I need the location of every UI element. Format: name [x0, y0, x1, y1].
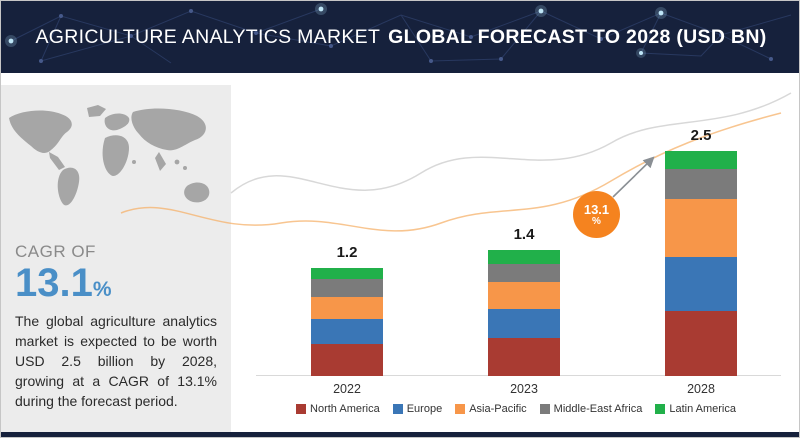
cagr-badge-unit: %	[592, 215, 601, 227]
summary-sidebar: CAGR OF 13.1% The global agriculture ana…	[1, 85, 231, 434]
legend-swatch-north-america	[296, 404, 307, 414]
legend-label-latin-america: Latin America	[669, 403, 736, 415]
bar-total-label-2022: 1.2	[336, 244, 358, 262]
bar-segment-north-america	[488, 338, 560, 376]
bar-segment-north-america	[665, 311, 737, 376]
legend: North America Europe Asia-Pacific Middle-Ea…	[231, 403, 799, 415]
legend-item-middle-east-africa: Middle-East Africa	[539, 403, 643, 415]
page-title-market: AGRICULTURE ANALYTICS MARKET	[35, 25, 381, 48]
cagr-percent-sign: %	[92, 278, 112, 301]
legend-swatch-middle-east-africa	[539, 404, 550, 414]
page-title-forecast: GLOBAL FORECAST TO 2028 (USD BN)	[388, 25, 767, 48]
header-banner: AGRICULTURE ANALYTICS MARKET GLOBAL FORE…	[1, 1, 799, 73]
legend-item-latin-america: Latin America	[655, 403, 736, 415]
stacked-bar-chart: 1.2 2022 1.4 2023 2.5 2028 13.1 % North Ameri…	[231, 73, 799, 434]
cagr-number: 13.1	[15, 261, 93, 305]
x-axis-label-2028: 2028	[687, 382, 715, 396]
cagr-badge-value: 13.1	[583, 201, 610, 217]
legend-swatch-asia-pacific	[455, 404, 466, 414]
bar-total-label-2023: 1.4	[513, 226, 535, 244]
cagr-label: CAGR OF	[15, 242, 96, 261]
legend-label-middle-east-africa: Middle-East Africa	[553, 403, 643, 415]
bar-column-2022: 1.2	[311, 244, 383, 376]
bar-column-2023: 1.4	[488, 226, 560, 376]
cagr-badge: 13.1 %	[573, 191, 620, 238]
bar-segment-latin-america	[665, 151, 737, 170]
cagr-value: 13.1%	[15, 262, 231, 304]
bar-segment-north-america	[311, 343, 383, 376]
footer-bar	[1, 432, 799, 437]
bar-segment-middle-east-africa	[488, 263, 560, 283]
legend-label-asia-pacific: Asia-Pacific	[469, 403, 527, 415]
x-axis-label-2023: 2023	[510, 382, 538, 396]
bar-segment-asia-pacific	[665, 198, 737, 258]
bar-segment-asia-pacific	[488, 282, 560, 310]
bar-column-2028: 2.5	[665, 127, 737, 376]
legend-swatch-europe	[392, 404, 403, 414]
legend-label-north-america: North America	[310, 403, 380, 415]
bar-segment-latin-america	[488, 250, 560, 264]
bar-segment-latin-america	[311, 268, 383, 279]
legend-swatch-latin-america	[655, 404, 666, 414]
bar-segment-europe	[488, 309, 560, 339]
bar-segment-middle-east-africa	[311, 278, 383, 297]
bar-segment-europe	[665, 257, 737, 312]
summary-text: The global agriculture analytics market …	[15, 313, 217, 409]
network-decoration	[5, 3, 792, 64]
page-title: AGRICULTURE ANALYTICS MARKET GLOBAL FORE…	[1, 1, 799, 73]
bar-segment-asia-pacific	[311, 296, 383, 320]
legend-item-north-america: North America	[296, 403, 380, 415]
bar-total-label-2028: 2.5	[690, 127, 712, 145]
legend-label-europe: Europe	[406, 403, 443, 415]
x-axis-label-2022: 2022	[333, 382, 361, 396]
bar-segment-middle-east-africa	[665, 169, 737, 199]
world-map	[9, 105, 210, 206]
legend-item-asia-pacific: Asia-Pacific	[455, 403, 527, 415]
bar-segment-europe	[311, 319, 383, 344]
legend-item-europe: Europe	[392, 403, 443, 415]
